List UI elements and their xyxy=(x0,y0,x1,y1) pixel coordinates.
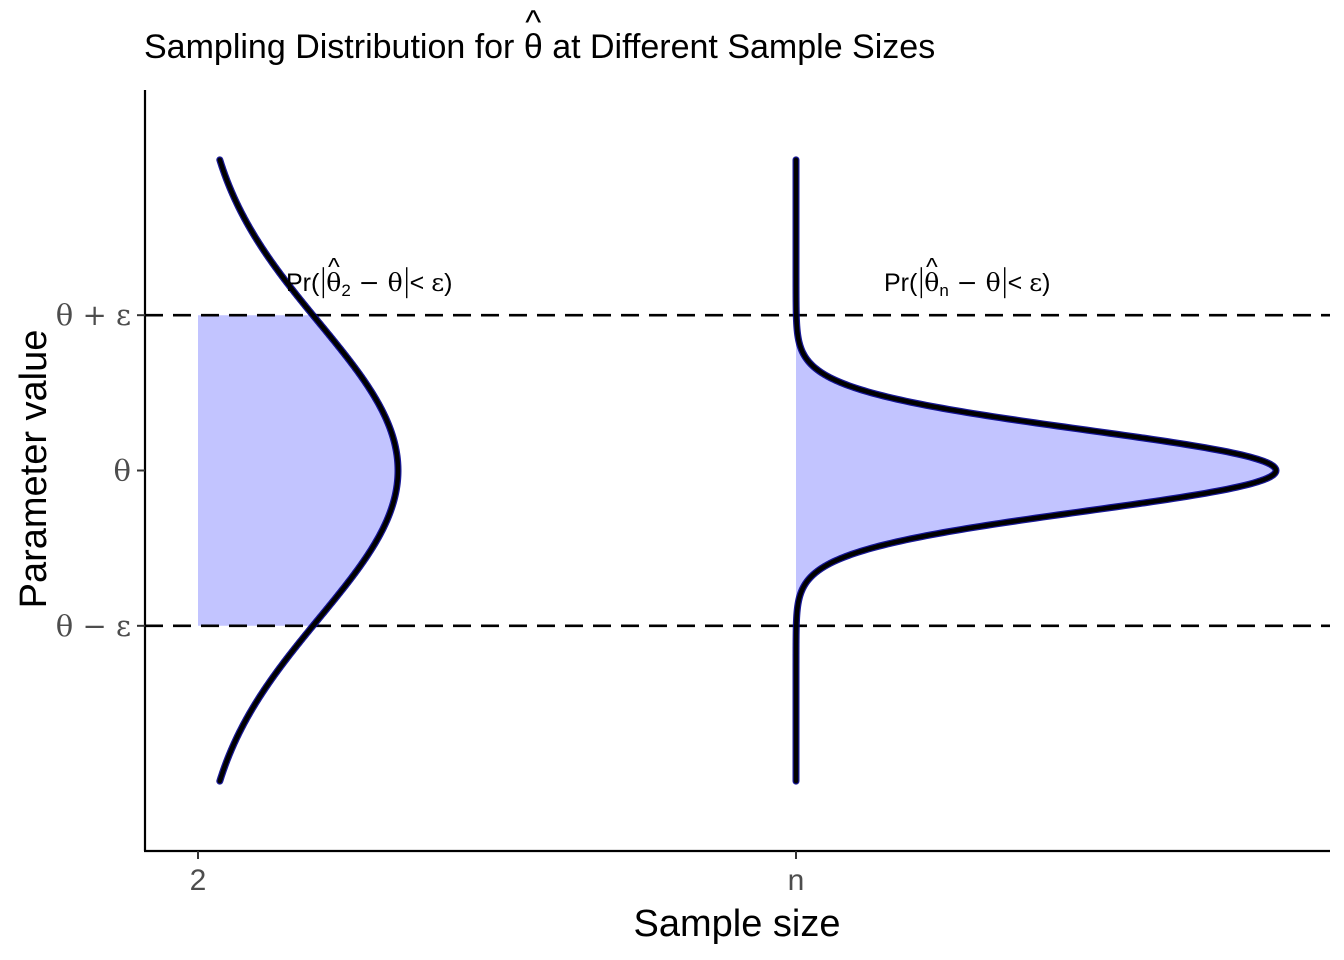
probability-annotation-text-n: Pr( θn − θ < ε) xyxy=(884,268,1051,300)
shaded-region-n xyxy=(796,315,1276,626)
probability-annotation-text-2: Pr( θ2 − θ < ε) xyxy=(286,268,453,300)
x-tick-label-n: n xyxy=(788,864,805,897)
probability-annotation-n: Pr( θn − θ < ε)^ xyxy=(884,253,1051,300)
chart-title-hat: ^ xyxy=(525,4,541,42)
annotation-hat-2: ^ xyxy=(328,253,340,281)
shaded-region-2 xyxy=(198,315,398,626)
chart-title-prefix: Sampling Distribution for xyxy=(144,28,524,66)
probability-annotation-2: Pr( θ2 − θ < ε)^ xyxy=(286,253,453,300)
y-ticks: θ + ε θ θ − ε xyxy=(56,298,145,643)
y-tick-label-3: θ − ε xyxy=(56,609,131,643)
x-tick-label-2: 2 xyxy=(190,864,207,897)
chart-title-suffix: at Different Sample Sizes xyxy=(543,28,935,66)
y-axis-title: Parameter value xyxy=(13,330,55,609)
annotation-hat-n: ^ xyxy=(926,253,938,281)
x-axis-title: Sample size xyxy=(634,903,841,945)
density-fills xyxy=(198,315,1276,626)
y-tick-label-2: θ xyxy=(114,454,131,488)
annotations: Pr( θ2 − θ < ε)^Pr( θn − θ < ε)^ xyxy=(286,253,1051,300)
y-tick-label-1: θ + ε xyxy=(56,298,131,332)
